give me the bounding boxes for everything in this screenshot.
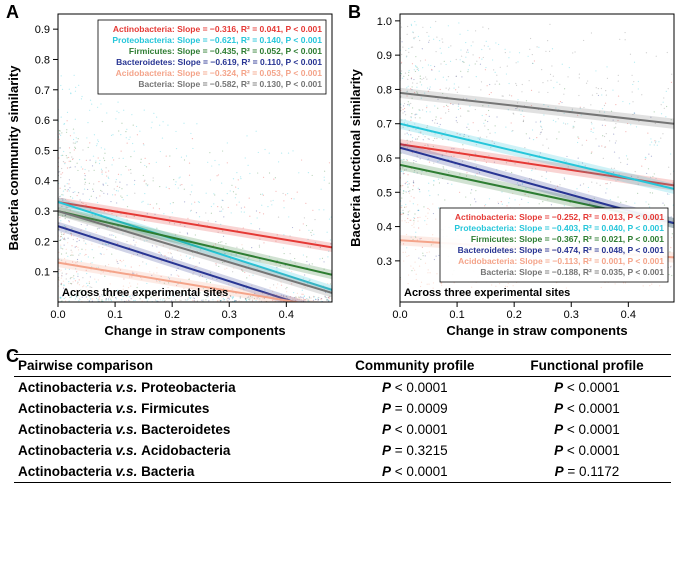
cell-community: P < 0.0001: [327, 419, 503, 440]
panel-a-label: A: [6, 2, 19, 23]
svg-text:Bacteria community similarity: Bacteria community similarity: [6, 65, 21, 251]
svg-text:Change in straw components: Change in straw components: [446, 323, 627, 338]
svg-text:Change in straw components: Change in straw components: [104, 323, 285, 338]
cell-community: P < 0.0001: [327, 461, 503, 483]
svg-text:Across three experimental site: Across three experimental sites: [62, 287, 228, 299]
cell-functional: P < 0.0001: [503, 398, 671, 419]
svg-text:0.4: 0.4: [621, 309, 636, 321]
svg-text:Firmicutes: Slope = −0.367, R²: Firmicutes: Slope = −0.367, R² = 0.021, …: [471, 234, 664, 244]
panel-b-chart: 0.0 0.1 0.2 0.3 0.4 0.3 0.4 0.5 0.6 0.7 0.8 0.9 1.0 C…: [342, 0, 684, 350]
svg-text:1.0: 1.0: [377, 16, 392, 28]
svg-text:0.0: 0.0: [50, 309, 65, 321]
panel-a-chart: 0.0 0.1 0.2 0.3 0.4 0.1 0.2 0.3 0.4 0.5 0.6 0.7 0.8 0…: [0, 0, 342, 350]
panel-b-label: B: [348, 2, 361, 23]
panel-a: A 0.00.10.20.30.40.10.20.30.40.50.60.70.…: [0, 0, 342, 350]
svg-text:Bacteria functional similarity: Bacteria functional similarity: [348, 68, 363, 246]
svg-text:0.7: 0.7: [377, 119, 392, 131]
table-header-row: Pairwise comparison Community profile Fu…: [14, 355, 671, 377]
table-body: Actinobacteria v.s. ProteobacteriaP < 0.…: [14, 377, 671, 483]
svg-text:0.5: 0.5: [377, 187, 392, 199]
svg-text:0.8: 0.8: [377, 84, 392, 96]
svg-text:0.1: 0.1: [449, 309, 464, 321]
svg-text:0.1: 0.1: [35, 267, 50, 279]
svg-text:Actinobacteria: Slope = −0.316: Actinobacteria: Slope = −0.316, R² = 0.0…: [113, 24, 322, 34]
cell-functional: P < 0.0001: [503, 377, 671, 399]
table-row: Actinobacteria v.s. BacteroidetesP < 0.0…: [14, 419, 671, 440]
svg-text:0.4: 0.4: [279, 309, 294, 321]
panel-b: B 0.0 0.1 0.2 0.3 0.4 0.3 0.4 0.5 0.6 0.7 0.8 0.9 1.…: [342, 0, 684, 350]
svg-text:0.2: 0.2: [507, 309, 522, 321]
svg-text:0.4: 0.4: [377, 222, 392, 234]
svg-text:0.0: 0.0: [392, 309, 407, 321]
col-functional: Functional profile: [503, 355, 671, 377]
cell-community: P = 0.0009: [327, 398, 503, 419]
svg-text:0.1: 0.1: [107, 309, 122, 321]
svg-text:Acidobacteria: Slope = −0.324,: Acidobacteria: Slope = −0.324, R² = 0.05…: [116, 68, 323, 78]
cell-functional: P = 0.1172: [503, 461, 671, 483]
svg-text:Bacteroidetes: Slope = −0.619,: Bacteroidetes: Slope = −0.619, R² = 0.11…: [116, 57, 322, 67]
svg-text:0.9: 0.9: [35, 24, 50, 36]
panel-c: C Pairwise comparison Community profile …: [0, 350, 685, 483]
cell-pair: Actinobacteria v.s. Proteobacteria: [14, 377, 327, 399]
svg-text:Firmicutes: Slope = −0.435, R²: Firmicutes: Slope = −0.435, R² = 0.052, …: [129, 46, 322, 56]
table-row: Actinobacteria v.s. AcidobacteriaP = 0.3…: [14, 440, 671, 461]
svg-text:0.6: 0.6: [377, 153, 392, 165]
svg-text:0.3: 0.3: [35, 206, 50, 218]
table-row: Actinobacteria v.s. BacteriaP < 0.0001P …: [14, 461, 671, 483]
cell-community: P < 0.0001: [327, 377, 503, 399]
svg-text:0.3: 0.3: [222, 309, 237, 321]
table-row: Actinobacteria v.s. FirmicutesP = 0.0009…: [14, 398, 671, 419]
svg-text:0.2: 0.2: [165, 309, 180, 321]
table-row: Actinobacteria v.s. ProteobacteriaP < 0.…: [14, 377, 671, 399]
svg-text:0.2: 0.2: [35, 236, 50, 248]
cell-pair: Actinobacteria v.s. Acidobacteria: [14, 440, 327, 461]
svg-text:0.9: 0.9: [377, 50, 392, 62]
cell-functional: P < 0.0001: [503, 419, 671, 440]
panel-c-label: C: [6, 346, 19, 367]
col-pairwise: Pairwise comparison: [14, 355, 327, 377]
svg-text:Acidobacteria: Slope = −0.113,: Acidobacteria: Slope = −0.113, R² = 0.00…: [458, 256, 664, 266]
scatter-panels-row: A 0.00.10.20.30.40.10.20.30.40.50.60.70.…: [0, 0, 685, 350]
svg-text:0.3: 0.3: [564, 309, 579, 321]
svg-text:Bacteria: Slope = −0.582, R² =: Bacteria: Slope = −0.582, R² = 0.130, P …: [138, 79, 322, 89]
svg-text:Proteobacteria: Slope = −0.403: Proteobacteria: Slope = −0.403, R² = 0.0…: [454, 223, 664, 233]
svg-text:Bacteroidetes: Slope = −0.474,: Bacteroidetes: Slope = −0.474, R² = 0.04…: [458, 245, 665, 255]
svg-text:0.3: 0.3: [377, 256, 392, 268]
cell-pair: Actinobacteria v.s. Bacteroidetes: [14, 419, 327, 440]
cell-pair: Actinobacteria v.s. Firmicutes: [14, 398, 327, 419]
svg-text:Proteobacteria: Slope = −0.621: Proteobacteria: Slope = −0.621, R² = 0.1…: [112, 35, 322, 45]
svg-text:Bacteria: Slope = −0.188, R² =: Bacteria: Slope = −0.188, R² = 0.035, P …: [480, 267, 664, 277]
svg-text:0.7: 0.7: [35, 85, 50, 97]
svg-text:Across three experimental site: Across three experimental sites: [404, 287, 570, 299]
cell-community: P = 0.3215: [327, 440, 503, 461]
cell-functional: P < 0.0001: [503, 440, 671, 461]
comparison-table: Pairwise comparison Community profile Fu…: [14, 354, 671, 483]
svg-text:0.6: 0.6: [35, 115, 50, 127]
cell-pair: Actinobacteria v.s. Bacteria: [14, 461, 327, 483]
svg-text:Actinobacteria: Slope = −0.252: Actinobacteria: Slope = −0.252, R² = 0.0…: [455, 212, 664, 222]
svg-text:0.8: 0.8: [35, 54, 50, 66]
col-community: Community profile: [327, 355, 503, 377]
svg-text:0.5: 0.5: [35, 145, 50, 157]
svg-text:0.4: 0.4: [35, 176, 50, 188]
